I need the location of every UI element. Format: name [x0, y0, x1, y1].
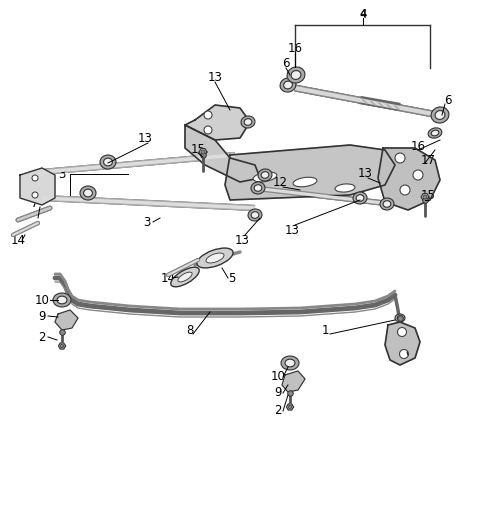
Ellipse shape	[251, 182, 265, 194]
Text: 8: 8	[186, 323, 194, 337]
Polygon shape	[421, 194, 429, 200]
Text: 4: 4	[360, 9, 367, 19]
Ellipse shape	[57, 296, 67, 304]
Polygon shape	[378, 148, 440, 210]
Text: 13: 13	[207, 71, 222, 83]
Ellipse shape	[428, 128, 442, 138]
Ellipse shape	[291, 71, 301, 79]
Ellipse shape	[431, 130, 439, 136]
Text: 5: 5	[228, 271, 236, 285]
Ellipse shape	[383, 201, 391, 207]
Ellipse shape	[53, 293, 71, 307]
Ellipse shape	[335, 184, 355, 192]
Text: 17: 17	[420, 153, 435, 167]
Ellipse shape	[253, 172, 277, 182]
Polygon shape	[59, 343, 65, 349]
Polygon shape	[287, 404, 293, 410]
Ellipse shape	[197, 248, 233, 268]
Text: 13: 13	[235, 234, 250, 246]
Text: 15: 15	[420, 189, 435, 201]
Ellipse shape	[284, 81, 292, 89]
Ellipse shape	[248, 209, 262, 221]
Circle shape	[413, 170, 423, 180]
Ellipse shape	[287, 67, 305, 83]
Ellipse shape	[397, 316, 403, 320]
Circle shape	[399, 350, 408, 359]
Circle shape	[32, 175, 38, 181]
Ellipse shape	[254, 184, 262, 191]
Ellipse shape	[241, 116, 255, 128]
Text: 10: 10	[271, 369, 286, 383]
Ellipse shape	[206, 253, 224, 263]
Polygon shape	[199, 149, 207, 155]
Polygon shape	[185, 105, 250, 140]
Polygon shape	[20, 168, 55, 205]
Text: 10: 10	[35, 293, 49, 307]
Ellipse shape	[178, 272, 192, 282]
Ellipse shape	[353, 192, 367, 204]
Text: 3: 3	[58, 168, 66, 180]
Ellipse shape	[285, 359, 295, 367]
Text: 9: 9	[38, 310, 46, 322]
Text: 6: 6	[282, 57, 290, 69]
Polygon shape	[185, 125, 260, 182]
Ellipse shape	[171, 267, 199, 287]
Circle shape	[204, 111, 212, 119]
Ellipse shape	[280, 78, 296, 92]
Ellipse shape	[281, 356, 299, 370]
Circle shape	[397, 328, 407, 337]
Text: 16: 16	[288, 41, 302, 55]
Ellipse shape	[104, 158, 112, 166]
Ellipse shape	[380, 198, 394, 210]
Text: 15: 15	[191, 143, 205, 155]
Circle shape	[60, 344, 64, 348]
Text: 11: 11	[397, 340, 412, 354]
Circle shape	[201, 150, 205, 154]
Ellipse shape	[261, 172, 269, 178]
Ellipse shape	[258, 169, 272, 181]
Text: 6: 6	[444, 94, 452, 106]
Text: 16: 16	[410, 140, 425, 152]
Ellipse shape	[84, 189, 93, 197]
Ellipse shape	[251, 212, 259, 218]
Ellipse shape	[244, 119, 252, 125]
Polygon shape	[55, 310, 78, 330]
Circle shape	[395, 153, 405, 163]
Polygon shape	[282, 371, 305, 392]
Ellipse shape	[432, 108, 448, 122]
Text: 7: 7	[31, 197, 39, 210]
Text: 4: 4	[359, 8, 367, 20]
Circle shape	[423, 195, 427, 199]
Circle shape	[400, 185, 410, 195]
Ellipse shape	[293, 177, 317, 187]
Ellipse shape	[356, 195, 364, 201]
Text: 2: 2	[38, 331, 46, 343]
Ellipse shape	[100, 155, 116, 169]
Ellipse shape	[395, 314, 405, 322]
Polygon shape	[385, 322, 420, 365]
Ellipse shape	[431, 107, 449, 123]
Text: 9: 9	[274, 385, 282, 399]
Text: 13: 13	[358, 167, 372, 179]
Polygon shape	[225, 145, 395, 200]
Ellipse shape	[80, 186, 96, 200]
Text: 1: 1	[321, 323, 329, 337]
Circle shape	[288, 405, 292, 409]
Text: 13: 13	[285, 223, 300, 237]
Text: 2: 2	[274, 404, 282, 416]
Text: 3: 3	[144, 216, 151, 228]
Circle shape	[32, 192, 38, 198]
Text: 13: 13	[138, 131, 153, 145]
Ellipse shape	[435, 110, 445, 120]
Text: 12: 12	[273, 175, 288, 189]
Text: 14: 14	[160, 271, 176, 285]
Text: 14: 14	[11, 234, 25, 246]
Circle shape	[204, 126, 212, 134]
Ellipse shape	[436, 111, 444, 119]
